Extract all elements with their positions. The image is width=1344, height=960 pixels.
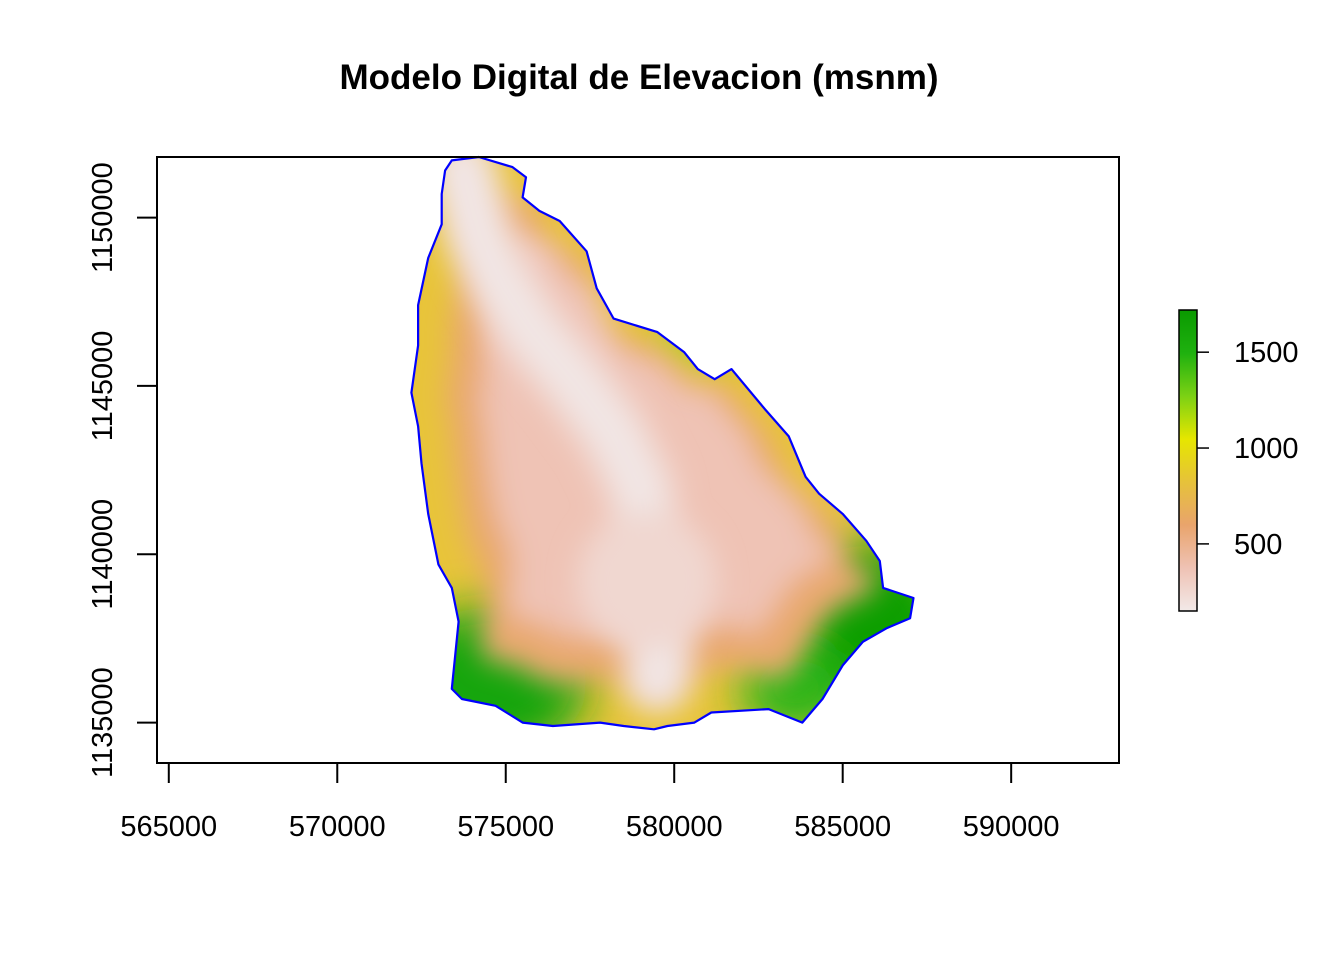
x-tick-label: 585000 [794, 811, 891, 843]
y-tick-label: 1145000 [87, 331, 119, 442]
y-tick-label: 1135000 [87, 667, 119, 778]
legend-tick-label: 1000 [1234, 433, 1299, 465]
x-tick-label: 565000 [120, 811, 217, 843]
y-tick-label: 1140000 [87, 499, 119, 610]
watershed-boundary [410, 155, 915, 731]
legend-tick-label: 500 [1234, 529, 1282, 561]
x-tick-label: 590000 [963, 811, 1060, 843]
x-axis: 565000 570000 575000 580000 585000 590000 [120, 762, 1060, 843]
color-legend: 500 1000 1500 [1178, 309, 1299, 612]
x-tick-label: 580000 [626, 811, 723, 843]
legend-colorbar [1178, 309, 1198, 612]
x-tick-label: 570000 [289, 811, 386, 843]
y-tick-label: 1150000 [87, 162, 119, 273]
chart-title: Modelo Digital de Elevacion (msnm) [339, 58, 939, 97]
elevation-raster [411, 157, 914, 730]
y-axis: 1135000 1140000 1145000 1150000 [87, 162, 158, 778]
x-tick-label: 575000 [457, 811, 554, 843]
legend-tick-label: 1500 [1234, 337, 1299, 369]
